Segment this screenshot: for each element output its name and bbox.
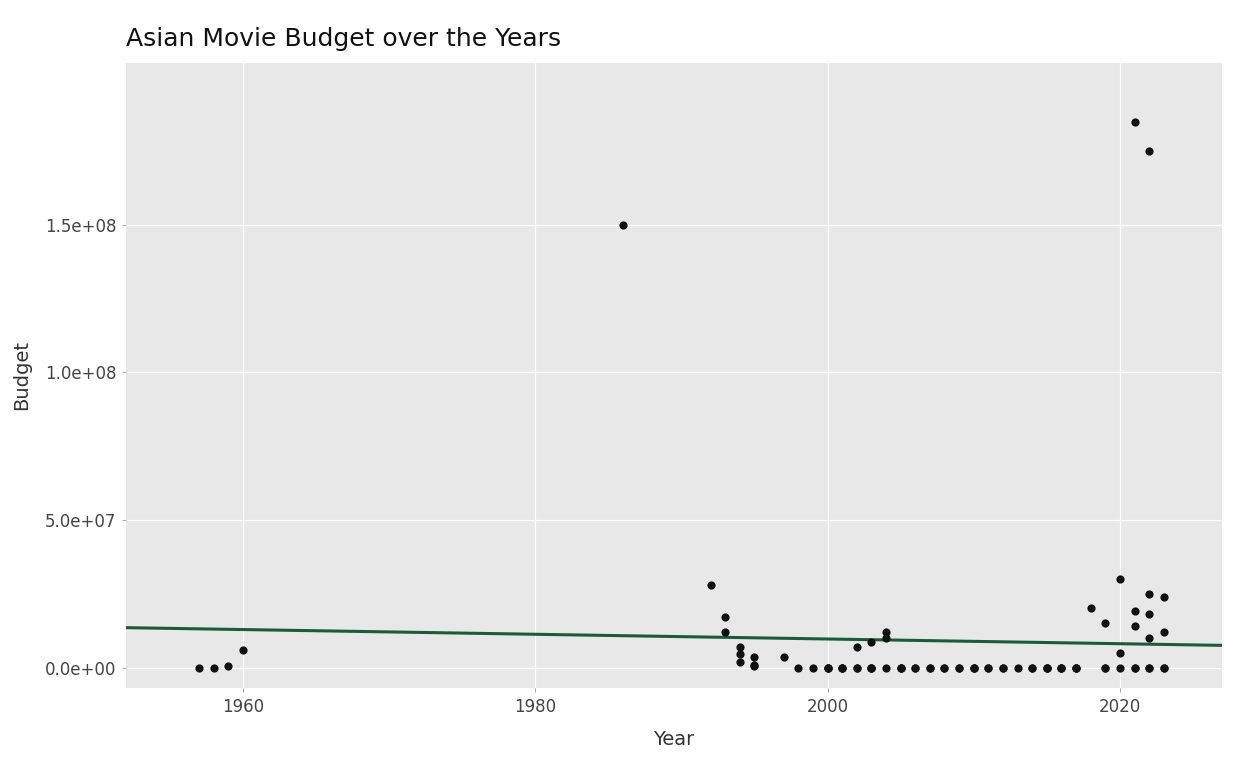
Point bbox=[1124, 605, 1144, 618]
Point bbox=[905, 662, 925, 674]
Point bbox=[1139, 145, 1159, 157]
Point bbox=[832, 662, 852, 674]
Point bbox=[1095, 662, 1115, 674]
Point bbox=[1051, 662, 1071, 674]
Point bbox=[832, 662, 852, 674]
Point bbox=[745, 660, 765, 673]
Point bbox=[1110, 572, 1130, 585]
Point bbox=[993, 662, 1013, 674]
Point bbox=[1139, 632, 1159, 644]
Point bbox=[1154, 662, 1174, 674]
Point bbox=[1139, 662, 1159, 674]
Point bbox=[920, 662, 940, 674]
Point bbox=[1124, 662, 1144, 674]
Point bbox=[1139, 608, 1159, 621]
Point bbox=[847, 662, 867, 674]
Point bbox=[1051, 662, 1071, 674]
Point bbox=[1022, 662, 1042, 674]
Point bbox=[993, 662, 1013, 674]
Point bbox=[1037, 662, 1057, 674]
Point bbox=[862, 662, 882, 674]
Point bbox=[1008, 662, 1028, 674]
Point bbox=[1154, 662, 1174, 674]
Point bbox=[1124, 662, 1144, 674]
Point bbox=[1095, 617, 1115, 630]
Point bbox=[716, 611, 736, 623]
Point bbox=[949, 662, 969, 674]
Point bbox=[716, 626, 736, 638]
Point bbox=[1154, 590, 1174, 603]
Point bbox=[905, 662, 925, 674]
Point bbox=[964, 662, 984, 674]
Point bbox=[891, 662, 911, 674]
Point bbox=[1124, 115, 1144, 127]
Point bbox=[935, 662, 955, 674]
Point bbox=[876, 626, 896, 638]
Point bbox=[730, 655, 750, 668]
Point bbox=[862, 662, 882, 674]
Point bbox=[1139, 662, 1159, 674]
Point bbox=[774, 651, 794, 663]
Point bbox=[789, 662, 809, 674]
X-axis label: Year: Year bbox=[654, 730, 694, 749]
Point bbox=[818, 662, 838, 674]
Point bbox=[218, 660, 238, 673]
Point bbox=[964, 662, 984, 674]
Point bbox=[204, 662, 224, 674]
Point bbox=[730, 648, 750, 661]
Point bbox=[1081, 602, 1101, 615]
Point bbox=[1110, 647, 1130, 659]
Point bbox=[891, 662, 911, 674]
Point bbox=[818, 662, 838, 674]
Point bbox=[701, 579, 721, 591]
Point bbox=[964, 662, 984, 674]
Point bbox=[862, 662, 882, 674]
Point bbox=[612, 219, 633, 231]
Point bbox=[1022, 662, 1042, 674]
Y-axis label: Budget: Budget bbox=[11, 340, 32, 411]
Point bbox=[978, 662, 998, 674]
Point bbox=[1154, 626, 1174, 638]
Point bbox=[949, 662, 969, 674]
Point bbox=[1066, 662, 1086, 674]
Point bbox=[978, 662, 998, 674]
Point bbox=[876, 662, 896, 674]
Point bbox=[832, 662, 852, 674]
Point bbox=[1139, 587, 1159, 600]
Point bbox=[1037, 662, 1057, 674]
Point bbox=[803, 662, 823, 674]
Point bbox=[891, 662, 911, 674]
Point bbox=[818, 662, 838, 674]
Point bbox=[847, 662, 867, 674]
Point bbox=[1110, 662, 1130, 674]
Point bbox=[935, 662, 955, 674]
Point bbox=[1124, 620, 1144, 633]
Point bbox=[1051, 662, 1071, 674]
Point bbox=[862, 637, 882, 649]
Point bbox=[1037, 662, 1057, 674]
Point bbox=[1066, 662, 1086, 674]
Point bbox=[920, 662, 940, 674]
Point bbox=[745, 658, 765, 671]
Point bbox=[1066, 662, 1086, 674]
Point bbox=[876, 632, 896, 644]
Text: Asian Movie Budget over the Years: Asian Movie Budget over the Years bbox=[126, 27, 561, 51]
Point bbox=[233, 644, 253, 656]
Point bbox=[1095, 662, 1115, 674]
Point bbox=[730, 640, 750, 653]
Point bbox=[745, 651, 765, 663]
Point bbox=[189, 662, 209, 674]
Point bbox=[847, 640, 867, 653]
